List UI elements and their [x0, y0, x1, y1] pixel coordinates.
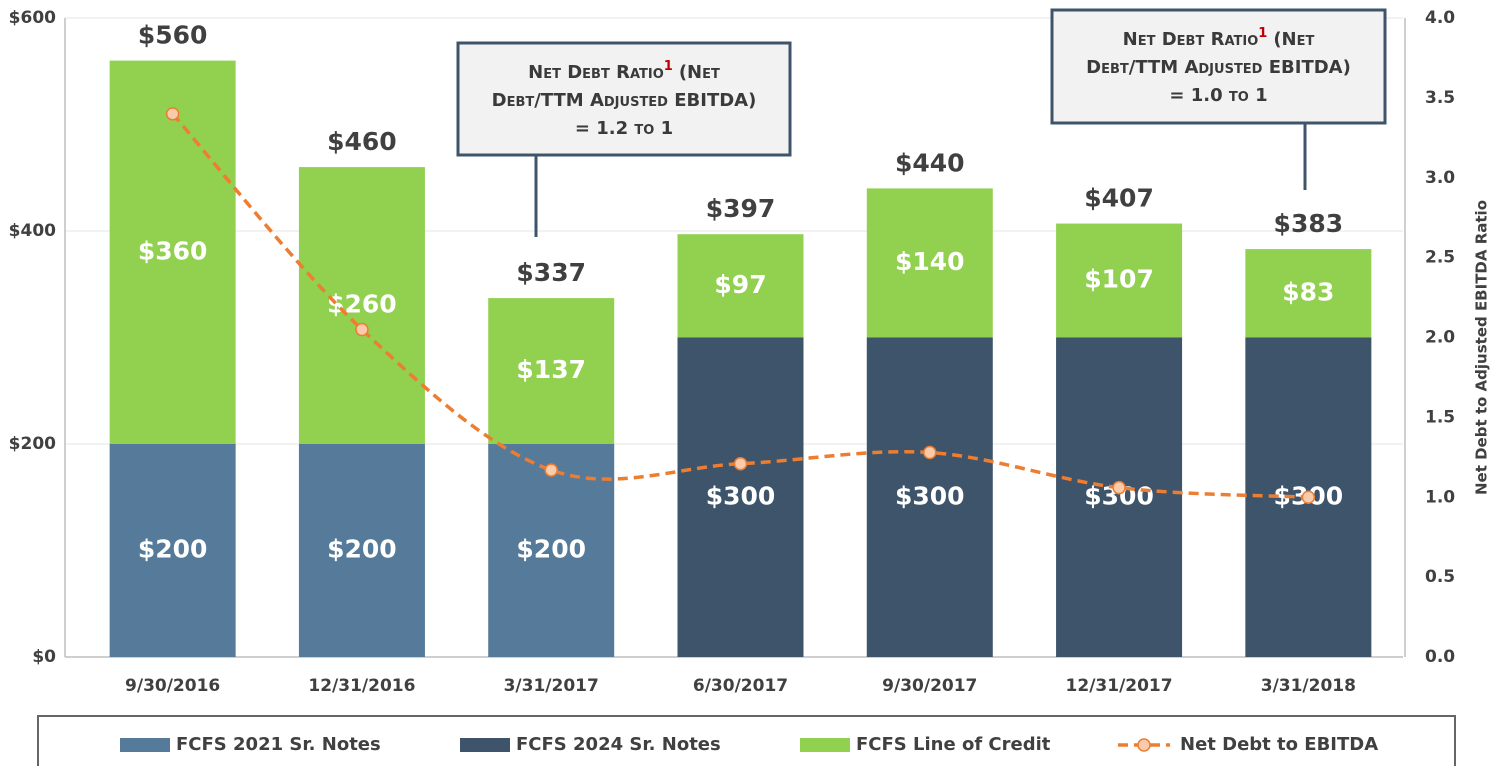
- total-label: $383: [1274, 209, 1344, 238]
- annotation-sup: 1: [1258, 26, 1267, 41]
- data-label: $200: [327, 535, 397, 564]
- total-label: $397: [706, 194, 776, 223]
- x-tick-label: 12/31/2017: [1066, 676, 1173, 696]
- bar: [677, 337, 804, 657]
- legend-label: FCFS 2024 Sr. Notes: [516, 734, 721, 755]
- x-tick-label: 6/30/2017: [693, 676, 788, 696]
- total-label: $440: [895, 148, 965, 177]
- annotation-text: Debt/TTM Adjusted EBITDA): [1086, 57, 1351, 78]
- bar: [866, 188, 993, 338]
- x-tick-label: 3/31/2018: [1261, 676, 1356, 696]
- annotation-box: [1050, 8, 1387, 125]
- line-marker: [733, 456, 748, 471]
- legend-swatch: [1137, 738, 1151, 752]
- data-label: $200: [138, 535, 208, 564]
- line-marker: [1112, 480, 1126, 495]
- x-tick-label: 9/30/2017: [882, 676, 977, 696]
- bar: [109, 444, 236, 657]
- legend-label: Net Debt to EBITDA: [1180, 734, 1378, 755]
- y2-tick-label: 2.5: [1425, 248, 1455, 268]
- line-marker: [544, 463, 558, 477]
- legend-label: FCFS 2021 Sr. Notes: [176, 734, 381, 755]
- bar: [488, 298, 615, 444]
- y-tick-label: $0: [32, 647, 56, 667]
- annotation-text: Debt/TTM Adjusted EBITDA): [492, 90, 757, 111]
- bar: [677, 234, 804, 338]
- data-label: $137: [516, 355, 586, 384]
- data-label: $300: [895, 481, 965, 510]
- y2-tick-label: 1.5: [1425, 407, 1455, 427]
- data-label: $300: [706, 481, 776, 510]
- bar: [298, 167, 425, 444]
- bar: [1245, 249, 1372, 338]
- data-label: $360: [138, 236, 208, 265]
- y2-axis-title: Net Debt to Adjusted EBITDA Ratio: [1473, 200, 1491, 495]
- data-label: $260: [327, 290, 397, 319]
- x-tick-label: 12/31/2016: [308, 676, 415, 696]
- annotation-text: Net Debt Ratio: [528, 62, 664, 83]
- annotation-text: (Net: [679, 62, 720, 83]
- annotation-text: (Net: [1273, 29, 1314, 50]
- bar: [866, 337, 993, 657]
- legend-swatch: [460, 738, 510, 752]
- line-marker: [1301, 490, 1316, 504]
- legend-swatch: [120, 738, 170, 752]
- line-marker: [923, 445, 937, 460]
- bar: [298, 444, 425, 657]
- y2-tick-label: 0.0: [1425, 647, 1455, 667]
- data-label: $107: [1084, 265, 1154, 294]
- annotation-text: Net Debt Ratio1 (Net: [528, 59, 720, 84]
- y2-tick-label: 1.0: [1425, 487, 1455, 507]
- y2-tick-label: 4.0: [1425, 8, 1455, 28]
- annotation-text: = 1.0 to 1: [1169, 85, 1267, 106]
- line-marker: [165, 107, 180, 121]
- annotation-text: Net Debt Ratio: [1123, 29, 1259, 50]
- y-tick-label: $600: [9, 8, 56, 28]
- y2-tick-label: 2.0: [1425, 328, 1455, 348]
- bar: [109, 60, 236, 444]
- annotation-text: Net Debt Ratio1 (Net: [1123, 26, 1315, 51]
- y2-tick-label: 3.0: [1425, 168, 1455, 188]
- annotation-sup: 1: [664, 59, 673, 74]
- data-label: $83: [1282, 277, 1334, 306]
- total-label: $560: [138, 21, 208, 50]
- data-label: $97: [714, 270, 766, 299]
- legend-box: [37, 715, 1456, 766]
- legend-label: FCFS Line of Credit: [856, 734, 1051, 755]
- total-label: $337: [516, 258, 586, 287]
- line-marker: [355, 322, 369, 337]
- annotation-text: = 1.2 to 1: [575, 118, 673, 139]
- y2-tick-label: 3.5: [1425, 88, 1455, 108]
- bar: [1056, 223, 1183, 338]
- bar: [1056, 337, 1183, 657]
- y-tick-label: $200: [9, 434, 56, 454]
- total-label: $460: [327, 127, 397, 156]
- annotation-box: [456, 41, 792, 157]
- x-tick-label: 9/30/2016: [125, 676, 220, 696]
- total-label: $407: [1084, 184, 1154, 213]
- y-tick-label: $400: [9, 221, 56, 241]
- data-label: $140: [895, 247, 965, 276]
- legend-swatch: [800, 738, 850, 752]
- y2-tick-label: 0.5: [1425, 567, 1455, 587]
- data-label: $200: [516, 535, 586, 564]
- x-tick-label: 3/31/2017: [504, 676, 599, 696]
